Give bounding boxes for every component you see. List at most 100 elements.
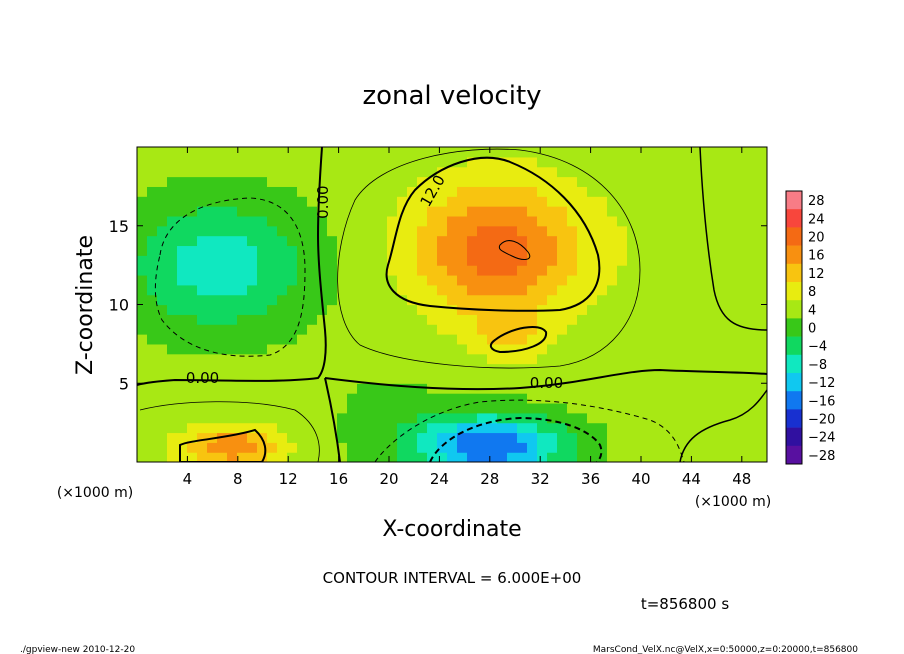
field-cell bbox=[457, 245, 468, 256]
field-cell bbox=[377, 215, 388, 227]
field-cell bbox=[437, 373, 448, 384]
field-cell bbox=[257, 284, 268, 296]
field-cell bbox=[507, 294, 518, 306]
field-cell bbox=[417, 235, 428, 247]
field-cell bbox=[617, 442, 628, 453]
field-cell bbox=[487, 176, 498, 187]
field-cell bbox=[417, 304, 428, 315]
field-cell bbox=[217, 156, 228, 168]
field-cell bbox=[427, 402, 438, 414]
field-cell bbox=[347, 334, 358, 345]
field-cell bbox=[757, 176, 767, 187]
field-cell bbox=[387, 265, 398, 276]
field-cell bbox=[157, 196, 168, 207]
field-cell bbox=[497, 225, 508, 237]
field-cell bbox=[577, 235, 588, 247]
field-cell bbox=[427, 442, 438, 453]
field-cell bbox=[757, 245, 767, 256]
field-cell bbox=[437, 363, 448, 375]
colorbar-swatch bbox=[786, 263, 802, 283]
field-cell bbox=[577, 383, 588, 394]
field-cell bbox=[587, 393, 598, 404]
field-cell bbox=[367, 314, 378, 325]
field-cell bbox=[757, 235, 767, 247]
field-cell bbox=[337, 294, 348, 306]
field-cell bbox=[397, 422, 408, 434]
field-cell bbox=[467, 265, 478, 276]
field-cell bbox=[357, 206, 368, 217]
field-cell bbox=[427, 304, 438, 315]
field-cell bbox=[587, 176, 598, 187]
field-cell bbox=[317, 314, 328, 325]
field-cell bbox=[397, 452, 408, 462]
field-cell bbox=[447, 314, 458, 325]
field-cell bbox=[527, 186, 538, 197]
field-cell bbox=[177, 363, 188, 375]
contour-18-core bbox=[498, 240, 531, 260]
field-cell bbox=[687, 393, 698, 404]
field-cell bbox=[457, 334, 468, 345]
field-cell bbox=[287, 452, 298, 462]
field-cell bbox=[197, 393, 208, 404]
field-cell bbox=[587, 215, 598, 227]
field-cell bbox=[297, 314, 308, 325]
field-cell bbox=[497, 412, 508, 424]
field-cell bbox=[727, 334, 738, 345]
field-cell bbox=[477, 452, 488, 462]
field-cell bbox=[287, 422, 298, 434]
field-cell bbox=[737, 324, 748, 335]
field-cell bbox=[677, 206, 688, 217]
field-cell bbox=[147, 245, 158, 256]
field-cell bbox=[677, 412, 688, 424]
field-cell bbox=[587, 245, 598, 256]
field-cell bbox=[697, 225, 708, 237]
field-cell bbox=[147, 156, 158, 168]
field-cell bbox=[617, 314, 628, 325]
field-cell bbox=[247, 274, 258, 286]
field-cell bbox=[727, 215, 738, 227]
field-cell bbox=[237, 412, 248, 424]
field-cell bbox=[197, 166, 208, 178]
field-cell bbox=[687, 383, 698, 394]
field-cell bbox=[267, 294, 278, 306]
field-cell bbox=[697, 343, 708, 355]
field-cell bbox=[487, 452, 498, 462]
field-cell bbox=[367, 373, 378, 384]
field-cell bbox=[257, 452, 268, 462]
field-cell bbox=[757, 314, 767, 325]
field-cell bbox=[377, 265, 388, 276]
field-cell bbox=[187, 215, 198, 227]
field-cell bbox=[707, 324, 718, 335]
field-cell bbox=[167, 156, 178, 168]
field-cell bbox=[337, 324, 348, 335]
field-cell bbox=[377, 363, 388, 375]
field-cell bbox=[147, 225, 158, 237]
field-cell bbox=[607, 294, 618, 306]
field-cell bbox=[137, 432, 148, 443]
field-cell bbox=[377, 422, 388, 434]
field-cell bbox=[757, 206, 767, 217]
field-cell bbox=[637, 176, 648, 187]
field-cell bbox=[747, 215, 758, 227]
field-cell bbox=[397, 225, 408, 237]
field-cell bbox=[707, 235, 718, 247]
field-cell bbox=[687, 412, 698, 424]
field-cell bbox=[567, 393, 578, 404]
field-cell bbox=[497, 432, 508, 443]
field-cell bbox=[337, 235, 348, 247]
field-cell bbox=[457, 176, 468, 187]
field-cell bbox=[637, 402, 648, 414]
field-cell bbox=[547, 373, 558, 384]
field-cell bbox=[557, 314, 568, 325]
field-cell bbox=[267, 324, 278, 335]
x-tick-label: 16 bbox=[329, 470, 348, 488]
field-cell bbox=[237, 215, 248, 227]
field-cell bbox=[377, 235, 388, 247]
field-cell bbox=[637, 422, 648, 434]
field-cell bbox=[517, 166, 528, 178]
field-cell bbox=[297, 432, 308, 443]
field-cell bbox=[697, 196, 708, 207]
field-cell bbox=[247, 156, 258, 168]
field-cell bbox=[407, 235, 418, 247]
